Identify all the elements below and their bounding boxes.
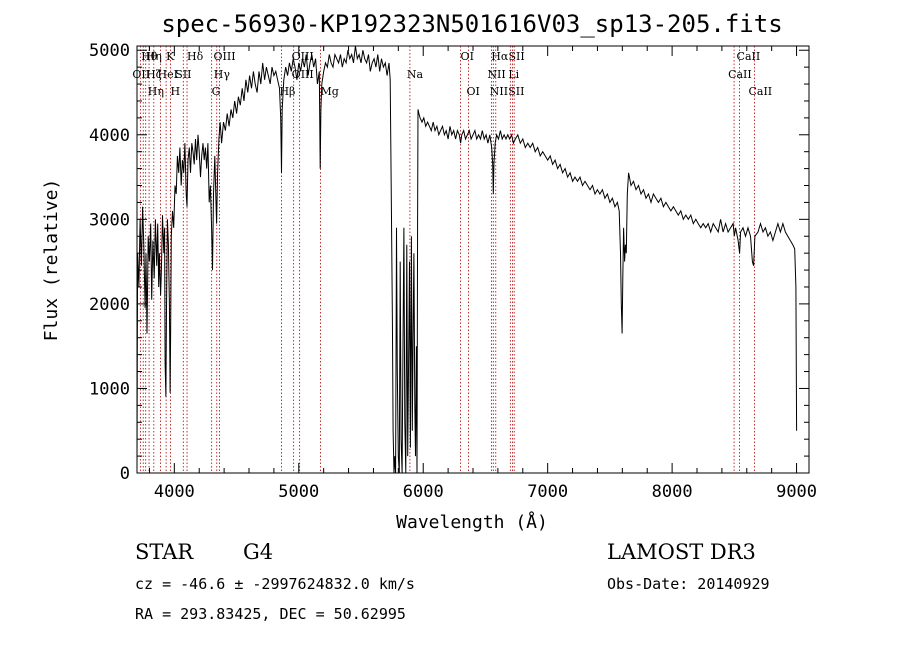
y-tick-label: 2000 [89,295,130,315]
spectral-line-markers [139,46,755,473]
spectral-line-labels: OIIHθHηHζHηHeIKHSIIHδGHγOIIIHβOIIIOIIIMg… [132,50,772,98]
plot-frame [136,45,810,474]
x-axis-label: Wavelength (Å) [396,511,548,533]
line-label-28: CaII [748,85,772,98]
line-label-7: H [170,85,180,98]
line-label-9: Hδ [187,50,204,63]
line-label-17: Na [407,68,424,81]
line-label-25: Li [508,68,519,81]
line-label-1: Hθ [141,50,158,63]
obs-date: Obs-Date: 20140929 [607,575,770,593]
y-axis-ticks: 0 1000 2000 3000 4000 5000 [89,41,809,484]
y-tick-label: 0 [120,464,130,484]
line-label-10: G [212,85,221,98]
survey-name: LAMOST DR3 [607,540,756,564]
object-class: STAR [135,540,194,564]
line-label-8: SII [175,68,191,81]
line-label-21: Hα [491,50,509,63]
y-tick-label: 5000 [89,41,130,61]
line-label-18: OI [461,50,474,63]
x-tick-label: 9000 [776,482,817,502]
line-label-23: SII [508,50,524,63]
y-axis-label: Flux (relative) [41,179,62,342]
x-tick-label: 8000 [652,482,693,502]
line-label-22: NII [490,85,508,98]
chart-title: spec-56930-KP192323N501616V03_sp13-205.f… [161,10,782,38]
object-subclass: G4 [243,540,273,564]
x-tick-label: 4000 [154,482,195,502]
line-label-20: NII [487,68,505,81]
y-tick-label: 4000 [89,126,130,146]
x-tick-label: 6000 [403,482,444,502]
line-label-26: CaII [728,68,752,81]
line-label-12: OIII [214,50,236,63]
line-label-16: Mg [321,85,339,98]
line-label-15: OIII [292,50,314,63]
line-label-6: K [166,50,175,63]
line-label-11: Hγ [214,68,231,81]
spectrum-line [136,45,798,474]
x-axis-ticks: 4000 5000 6000 7000 8000 9000 [148,46,817,502]
redshift-readout: cz = -46.6 ± -2997624832.0 km/s [135,575,415,593]
line-label-5: HeI [158,68,178,81]
x-tick-label: 7000 [527,482,568,502]
line-label-19: OI [467,85,480,98]
y-tick-label: 1000 [89,379,130,399]
line-label-13: Hβ [279,85,295,98]
coordinates: RA = 293.83425, DEC = 50.62995 [135,605,406,623]
line-label-2: Hη [146,50,162,63]
x-tick-label: 5000 [278,482,319,502]
line-label-4: Hη [148,85,164,98]
line-label-27: CaII [737,50,761,63]
y-tick-label: 3000 [89,210,130,230]
line-label-3: Hζ [146,68,162,81]
line-label-24: SII [508,85,524,98]
